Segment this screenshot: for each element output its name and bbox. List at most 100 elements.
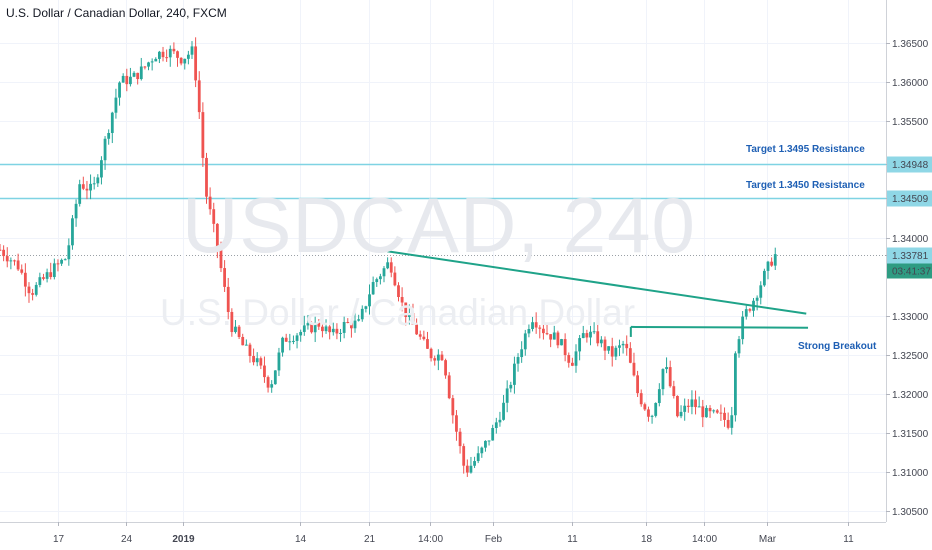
candle-body bbox=[165, 57, 169, 59]
candle-body bbox=[241, 336, 245, 346]
candle-body bbox=[277, 352, 281, 371]
candle-body bbox=[339, 332, 342, 334]
candle-body bbox=[27, 286, 31, 294]
trendlines[interactable] bbox=[387, 250, 809, 337]
watermark-symbol: USDCAD, 240 bbox=[182, 181, 696, 269]
candle-body bbox=[100, 160, 103, 178]
candle-body bbox=[531, 322, 534, 330]
candle-body bbox=[129, 76, 132, 85]
candle-body bbox=[5, 256, 9, 262]
candle-body bbox=[378, 276, 382, 280]
candle-body bbox=[42, 277, 45, 279]
watermark-name: U.S. Dollar / Canadian Dollar bbox=[160, 292, 636, 333]
price-axis[interactable]: 1.36500 1.36000 1.35500 1.34948 1.34509 1.340… bbox=[886, 39, 932, 518]
candle-body bbox=[418, 334, 422, 337]
candle-body bbox=[744, 309, 748, 317]
candle-body bbox=[371, 282, 375, 295]
candle-body bbox=[603, 339, 607, 351]
candle-body bbox=[433, 358, 437, 361]
candle-body bbox=[16, 260, 20, 270]
candle-body bbox=[13, 260, 16, 262]
candle-body bbox=[411, 313, 415, 325]
candle-body bbox=[523, 333, 527, 350]
candle-body bbox=[654, 403, 658, 416]
countdown-tag bbox=[887, 263, 932, 279]
candle-body bbox=[683, 405, 687, 412]
candle-body bbox=[284, 337, 288, 342]
candle-body bbox=[473, 461, 476, 466]
candle-body bbox=[694, 399, 697, 408]
candle-body bbox=[397, 285, 400, 298]
y-price-tag bbox=[887, 156, 932, 173]
candle-body bbox=[52, 263, 56, 278]
trendline-breakout bbox=[630, 325, 809, 329]
candle-body bbox=[491, 428, 495, 441]
candle-body bbox=[136, 72, 140, 80]
candle-body bbox=[328, 326, 332, 333]
candle-body bbox=[676, 395, 679, 417]
candle-body bbox=[45, 272, 49, 279]
candle-body bbox=[592, 331, 596, 333]
candle-body bbox=[382, 268, 386, 277]
candle-body bbox=[78, 184, 82, 204]
candle-body bbox=[734, 353, 737, 416]
chart-title: U.S. Dollar / Canadian Dollar, 240, FXCM bbox=[6, 6, 227, 20]
candle-body bbox=[636, 375, 639, 394]
candle-body bbox=[273, 370, 277, 385]
candle-body bbox=[310, 323, 313, 333]
candle-body bbox=[205, 157, 208, 197]
candle-body bbox=[208, 196, 212, 210]
candle-body bbox=[549, 334, 553, 340]
countdown-label: 03:41:37 bbox=[892, 267, 931, 278]
candle-body bbox=[541, 328, 545, 334]
candle-body bbox=[505, 388, 509, 403]
candle-body bbox=[766, 261, 770, 271]
candle-body bbox=[38, 277, 42, 285]
candle-body bbox=[628, 348, 632, 363]
candle-body bbox=[426, 339, 429, 349]
candle-body bbox=[234, 326, 237, 333]
x-tick-label: 17 bbox=[53, 534, 65, 545]
candle-body bbox=[67, 245, 71, 260]
candle-body bbox=[516, 357, 520, 364]
candle-body bbox=[349, 322, 353, 329]
candle-body bbox=[701, 406, 705, 418]
candle-body bbox=[292, 340, 295, 342]
candle-body bbox=[668, 367, 672, 387]
candle-body bbox=[625, 343, 629, 349]
candle-body bbox=[295, 335, 299, 341]
x-tick-label: Mar bbox=[759, 534, 777, 545]
candle-body bbox=[686, 405, 690, 407]
candle-body bbox=[168, 48, 172, 58]
candle-body bbox=[172, 48, 176, 52]
candle-body bbox=[484, 440, 487, 448]
candle-body bbox=[393, 272, 397, 286]
candle-body bbox=[335, 328, 339, 334]
x-tick-label: 11 bbox=[567, 534, 578, 545]
candle-body bbox=[415, 324, 419, 335]
candle-body bbox=[321, 326, 324, 332]
candle-body bbox=[513, 363, 516, 385]
candle-body bbox=[368, 294, 371, 307]
candle-body bbox=[342, 321, 346, 333]
candle-body bbox=[632, 362, 636, 376]
candle-body bbox=[248, 344, 252, 357]
candle-body bbox=[263, 365, 266, 378]
candle-body bbox=[288, 341, 292, 343]
candle-body bbox=[462, 446, 466, 466]
candle-body bbox=[607, 346, 611, 351]
candle-body bbox=[215, 223, 219, 249]
y-tick-label: 1.35500 bbox=[892, 117, 929, 128]
candle-body bbox=[186, 54, 190, 59]
candle-body bbox=[281, 337, 284, 353]
candle-body bbox=[610, 346, 614, 357]
candle-body bbox=[770, 261, 774, 266]
time-axis[interactable]: 17 24 2019 14 21 14:00 Feb 11 18 14:00 Mar 11 bbox=[53, 522, 854, 545]
candle-body bbox=[389, 262, 393, 273]
candle-body bbox=[259, 358, 263, 366]
candle-body bbox=[357, 319, 361, 321]
candle-body bbox=[574, 351, 578, 366]
candle-body bbox=[458, 431, 462, 447]
candle-body bbox=[125, 75, 129, 85]
